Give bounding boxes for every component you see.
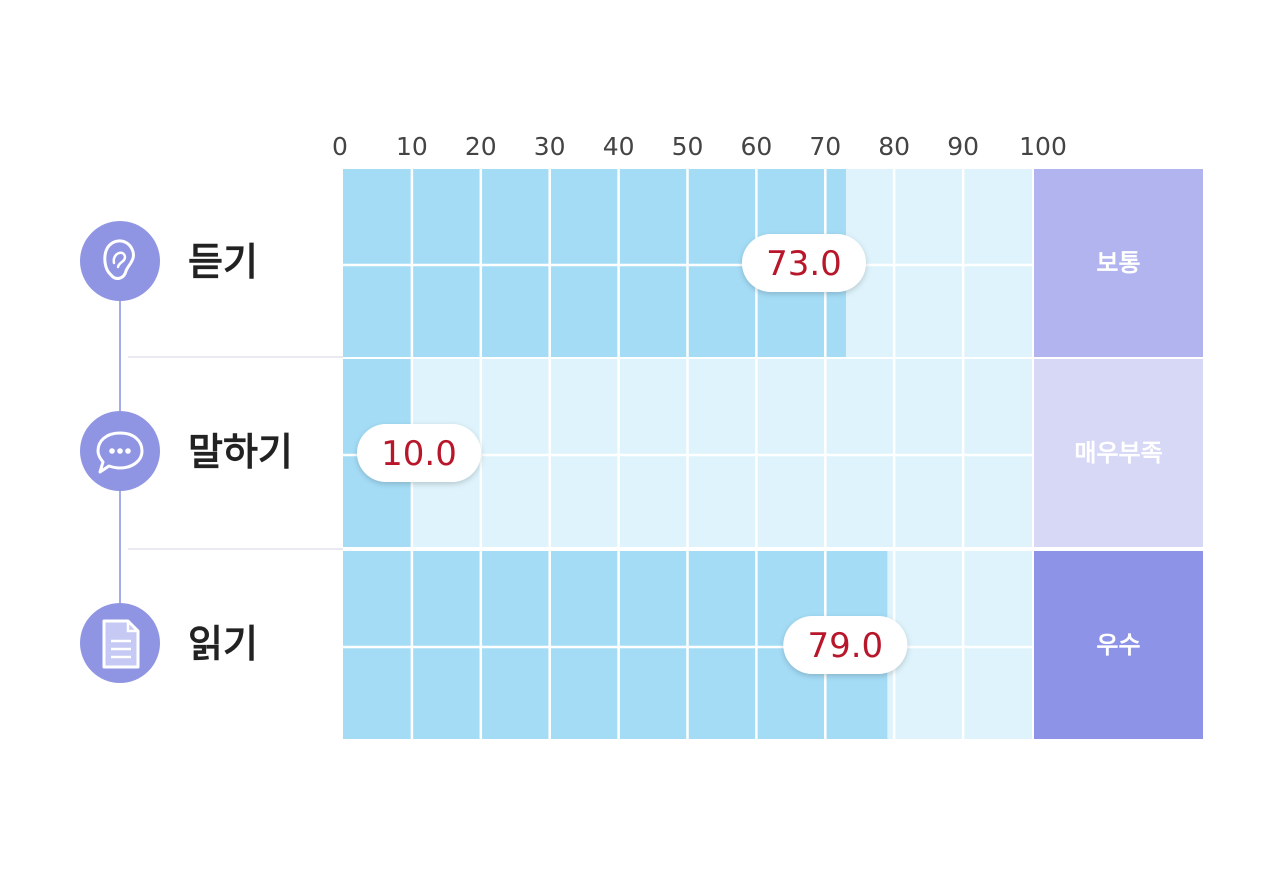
value-label: 79.0 <box>783 616 908 674</box>
x-tick-label: 70 <box>809 132 841 161</box>
value-pill <box>357 424 481 482</box>
bubble-outline <box>96 431 144 474</box>
x-tick-label: 90 <box>947 132 979 161</box>
category-label: 듣기 <box>188 240 258 284</box>
value-label: 73.0 <box>741 234 866 292</box>
value-pill <box>783 616 908 674</box>
category-row: 보통 73.0 듣기 <box>80 169 1203 357</box>
x-tick-label: 40 <box>603 132 635 161</box>
value-text: 73.0 <box>766 244 842 284</box>
grade-box <box>1034 359 1203 547</box>
x-tick-label: 10 <box>396 132 428 161</box>
x-tick-label: 30 <box>534 132 566 161</box>
ear-inner <box>112 251 127 269</box>
document-fold <box>126 621 138 633</box>
grade-box <box>1034 551 1203 739</box>
x-tick-label: 20 <box>465 132 497 161</box>
value-label: 10.0 <box>357 424 481 482</box>
x-tick-label: 100 <box>1019 132 1067 161</box>
document-icon <box>102 619 140 669</box>
category-label: 읽기 <box>188 622 258 666</box>
document-sheet <box>102 619 140 669</box>
grade-box <box>1034 169 1203 357</box>
bubble-dot <box>125 448 131 454</box>
speech-bubble-icon <box>96 431 144 474</box>
x-tick-label: 50 <box>672 132 704 161</box>
value-text: 10.0 <box>381 434 457 474</box>
ear-outline <box>103 239 135 280</box>
bubble-dot <box>109 448 115 454</box>
grade-label: 우수 <box>1096 631 1140 659</box>
grade-label: 보통 <box>1096 249 1140 277</box>
category-row: 우수 79.0 읽기 <box>80 551 1203 739</box>
x-tick-label: 60 <box>740 132 772 161</box>
grade-label: 매우부족 <box>1074 439 1162 467</box>
x-tick-label: 80 <box>878 132 910 161</box>
category-label: 말하기 <box>188 430 293 474</box>
ear-icon <box>103 239 135 280</box>
x-tick-label: 0 <box>332 132 348 161</box>
value-pill <box>741 234 866 292</box>
value-text: 79.0 <box>807 626 883 666</box>
bubble-dot <box>117 448 123 454</box>
category-row: 매우부족 10.0 말하기 <box>80 359 1203 547</box>
icon-circle <box>80 221 160 301</box>
